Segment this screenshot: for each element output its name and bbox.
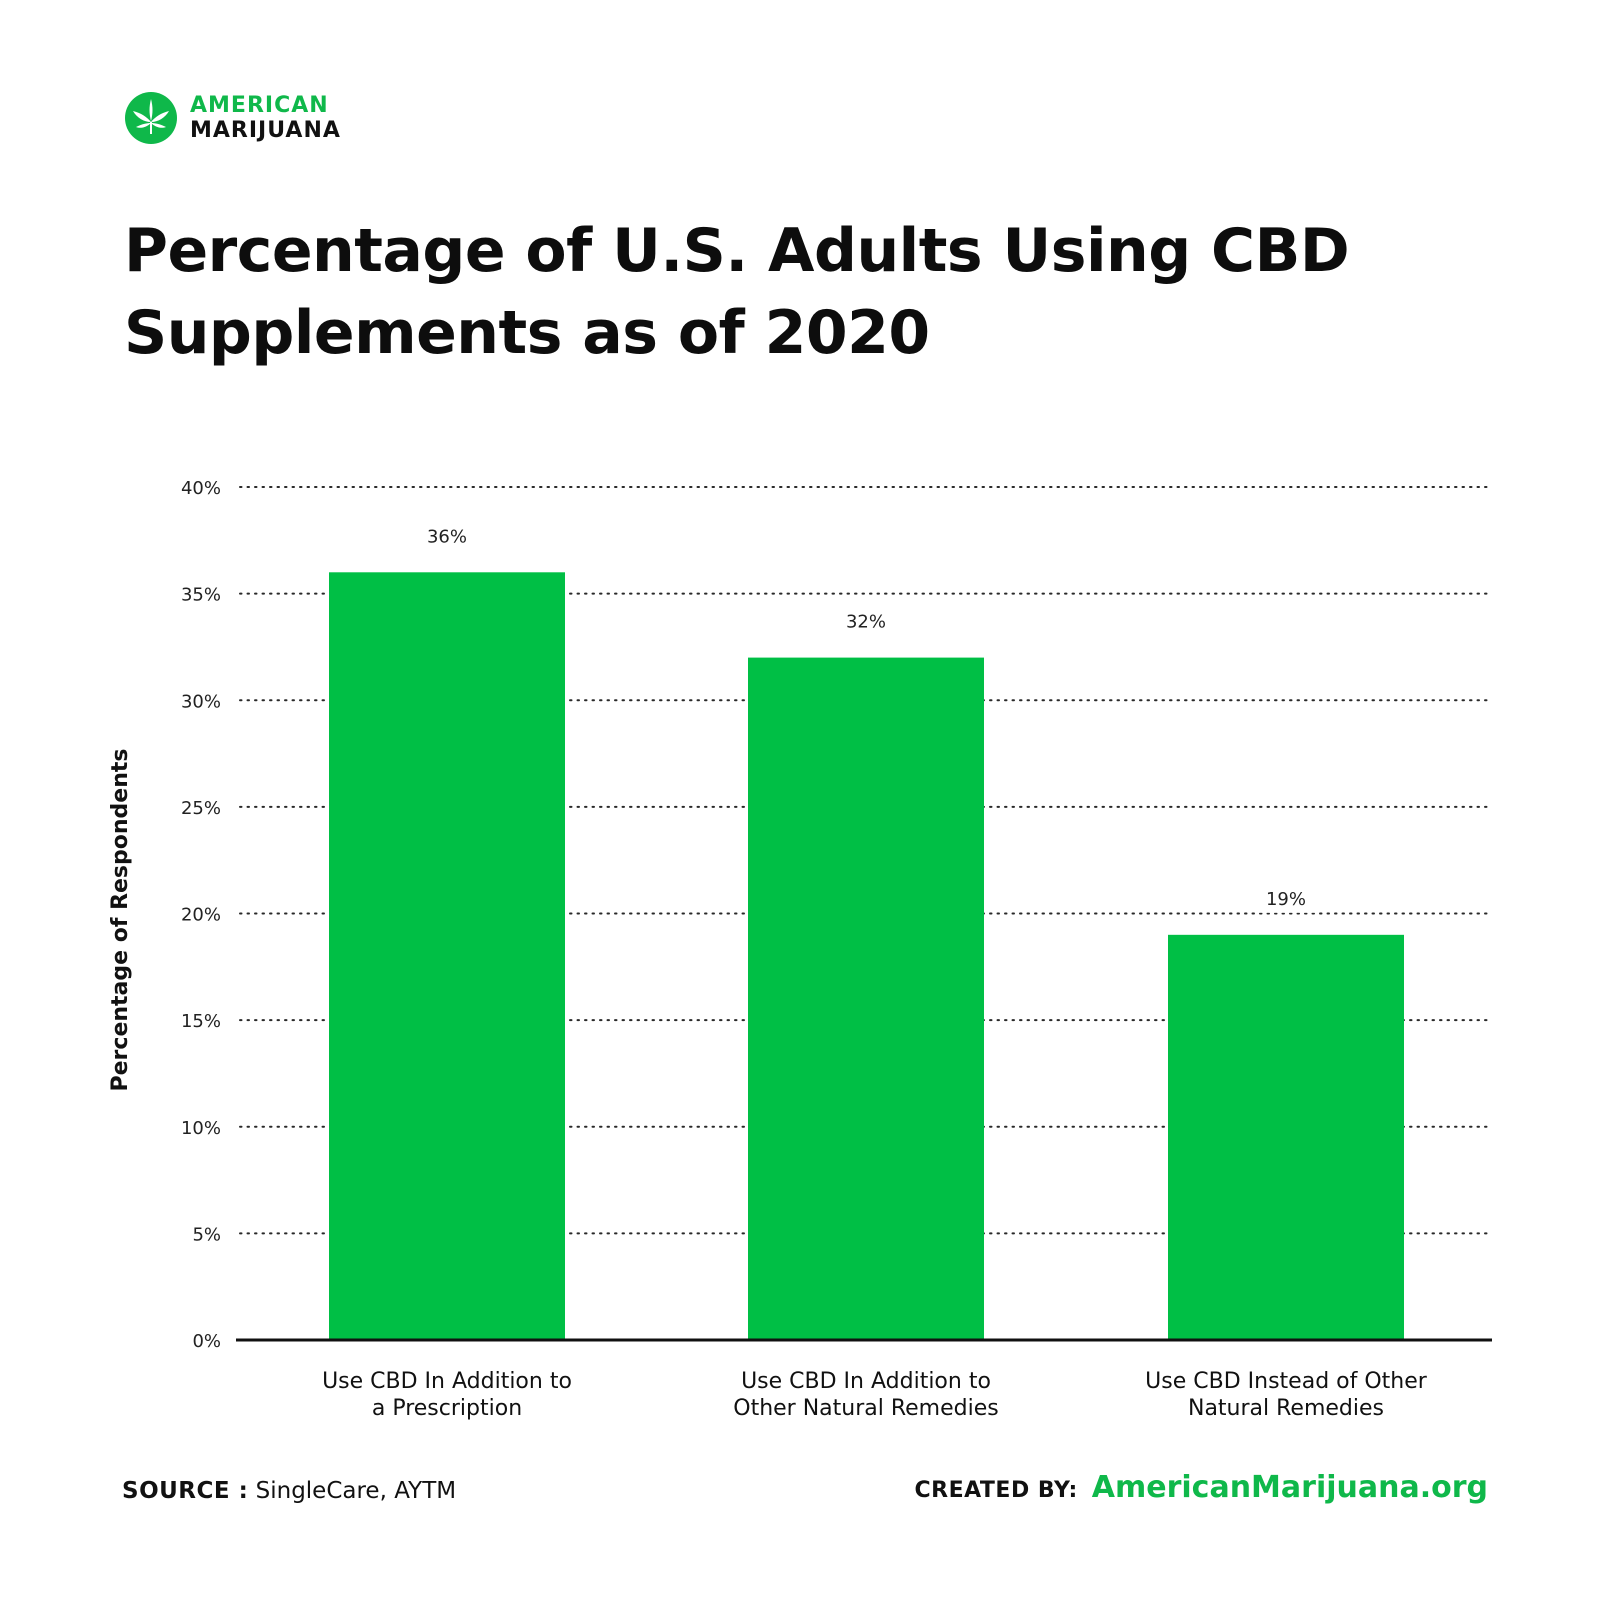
y-axis-label: Percentage of Respondents (108, 749, 133, 1092)
brand-logo: AMERICAN MARIJUANA (124, 90, 341, 146)
y-tick-label: 10% (181, 1118, 221, 1139)
created-by-label: CREATED BY: (914, 1478, 1078, 1503)
value-label-backdrop (417, 522, 477, 551)
value-label-backdrop (836, 607, 896, 636)
brand-line2: MARIJUANA (190, 117, 341, 143)
x-tick-label: Natural Remedies (1188, 1396, 1384, 1421)
created-by-site[interactable]: AmericanMarijuana.org (1091, 1470, 1488, 1505)
y-tick-label: 5% (192, 1224, 221, 1245)
bar-value-label: 19% (1266, 889, 1306, 910)
y-tick-label: 25% (181, 798, 221, 819)
y-tick-label: 0% (192, 1331, 221, 1352)
x-tick-label: Use CBD Instead of Other (1145, 1369, 1428, 1394)
bar-value-label: 32% (846, 612, 886, 633)
brand-line1: AMERICAN (190, 92, 329, 118)
y-tick-label: 35% (181, 585, 221, 606)
x-tick-label: a Prescription (372, 1396, 522, 1421)
y-tick-label: 20% (181, 905, 221, 926)
x-tick-label: Use CBD In Addition to (322, 1369, 572, 1394)
source-label: SOURCE : (122, 1478, 249, 1504)
chart-title: Percentage of U.S. Adults Using CBD Supp… (124, 216, 1350, 368)
bar-value-label: 36% (427, 526, 467, 547)
source-note: SOURCE : SingleCare, AYTM (122, 1478, 456, 1504)
bar (329, 572, 565, 1340)
brand-wordmark: AMERICAN MARIJUANA (190, 92, 341, 143)
bar (748, 657, 984, 1340)
value-label-backdrop (1256, 884, 1316, 913)
y-tick-label: 15% (181, 1011, 221, 1032)
created-by: CREATED BY: AmericanMarijuana.org (914, 1470, 1488, 1505)
source-text: SingleCare, AYTM (255, 1478, 457, 1504)
bar (1168, 934, 1404, 1340)
y-tick-label: 30% (181, 691, 221, 712)
x-tick-label: Other Natural Remedies (733, 1396, 998, 1421)
y-tick-label: 40% (181, 478, 221, 499)
cannabis-leaf-icon (125, 92, 177, 144)
x-tick-label: Use CBD In Addition to (741, 1369, 991, 1394)
